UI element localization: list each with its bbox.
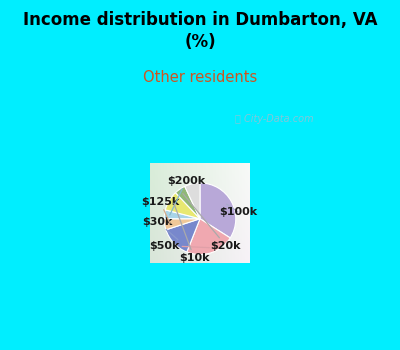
Text: $200k: $200k	[167, 176, 205, 215]
Text: $100k: $100k	[219, 204, 257, 217]
Wedge shape	[176, 186, 200, 219]
Text: $10k: $10k	[174, 203, 209, 262]
Text: $30k: $30k	[142, 217, 178, 239]
Wedge shape	[185, 183, 200, 219]
Text: Other residents: Other residents	[143, 70, 257, 85]
Wedge shape	[200, 183, 236, 238]
Text: $20k: $20k	[183, 194, 241, 251]
Wedge shape	[166, 219, 200, 252]
Text: $50k: $50k	[149, 240, 209, 251]
Text: ⓘ City-Data.com: ⓘ City-Data.com	[235, 114, 314, 124]
Wedge shape	[165, 193, 200, 219]
Text: Income distribution in Dumbarton, VA
(%): Income distribution in Dumbarton, VA (%)	[23, 10, 377, 51]
Text: $125k: $125k	[141, 197, 179, 224]
Wedge shape	[164, 210, 200, 219]
Wedge shape	[187, 219, 230, 254]
Wedge shape	[164, 219, 200, 230]
